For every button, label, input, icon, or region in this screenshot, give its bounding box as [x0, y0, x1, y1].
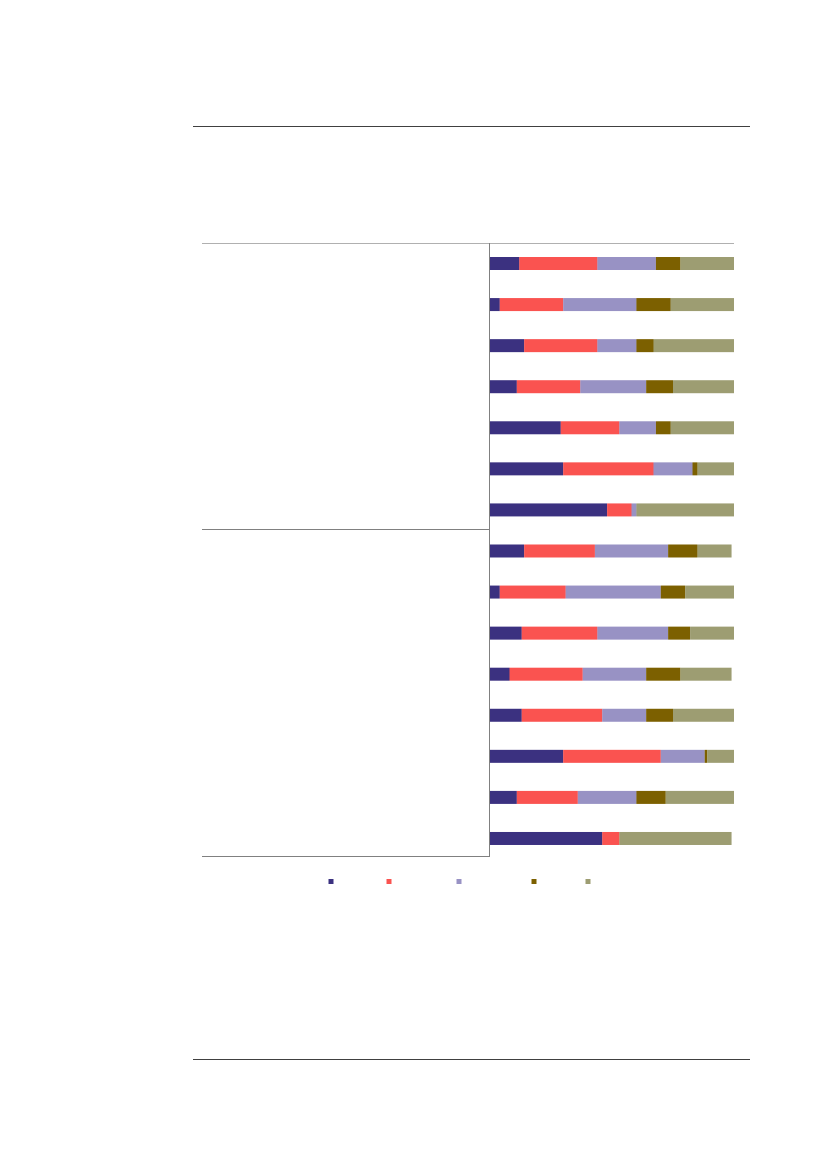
bar-segment [594, 544, 669, 558]
bar-segment [490, 626, 522, 640]
bar-segment [619, 421, 656, 435]
bar-segment [680, 257, 734, 270]
bar-segment [597, 339, 637, 353]
bar-segment [490, 339, 525, 353]
bar-segment [646, 380, 673, 394]
legend-marker [328, 879, 334, 884]
top-rule [193, 126, 750, 127]
bar-segment [665, 790, 734, 804]
bar-segment [490, 380, 517, 394]
bar-segment [653, 462, 693, 476]
bar-segment [563, 298, 637, 312]
bar-segment [655, 421, 671, 435]
bar-segment [521, 626, 598, 640]
bar-segment [521, 708, 603, 722]
legend-marker [585, 879, 591, 884]
bar-segment [673, 708, 734, 722]
bar-segment [602, 708, 647, 722]
bar-segment [631, 503, 637, 517]
bar-segment [577, 790, 637, 804]
bar-segment [655, 257, 681, 270]
legend [328, 879, 591, 884]
bar-segment [607, 503, 632, 517]
bar-segment [668, 626, 691, 640]
bar-segment [668, 544, 698, 558]
bar-segment [490, 257, 520, 270]
bar-segment [580, 380, 647, 394]
legend-marker [386, 879, 392, 884]
legend-marker [531, 879, 537, 884]
bar-segment [680, 667, 732, 681]
bar-segment [516, 790, 578, 804]
bar-segment [582, 667, 647, 681]
bar-segment [490, 585, 500, 599]
bar-segment [692, 462, 698, 476]
bar-segment [673, 380, 734, 394]
bar-segment [516, 380, 581, 394]
bar-segment [519, 257, 598, 270]
bar-segment [597, 257, 656, 270]
bar-segment [499, 298, 564, 312]
bar-segment [660, 749, 705, 763]
bar-segment [707, 749, 734, 763]
bar-segment [490, 749, 564, 763]
bar-segment [563, 749, 661, 763]
bar-segment [490, 544, 525, 558]
bar-segment [646, 708, 673, 722]
bar-segment [490, 298, 500, 312]
bar-segment [490, 790, 517, 804]
bar-segment [636, 790, 666, 804]
legend-marker [456, 879, 462, 884]
bar-segment [653, 339, 734, 353]
bar-segment [490, 708, 522, 722]
bar-segment [597, 626, 669, 640]
bar-segment [490, 503, 608, 517]
bar-segment [636, 503, 734, 517]
bar-segment [670, 421, 734, 435]
bars-layer [490, 257, 734, 845]
bar-segment [563, 462, 654, 476]
bar-segment [602, 831, 620, 845]
bar-segment [646, 667, 681, 681]
bar-segment [697, 544, 732, 558]
bar-segment [490, 667, 510, 681]
bar-segment [660, 585, 686, 599]
bar-segment [670, 298, 734, 312]
bar-segment [685, 585, 734, 599]
bar-segment [619, 831, 732, 845]
bar-segment [490, 831, 603, 845]
bar-segment [524, 544, 595, 558]
bar-segment [509, 667, 583, 681]
bar-segment [704, 749, 708, 763]
bar-segment [490, 462, 564, 476]
bottom-rule [193, 1059, 750, 1060]
bar-segment [565, 585, 661, 599]
bar-segment [636, 339, 654, 353]
bar-segment [524, 339, 598, 353]
bar-segment [499, 585, 566, 599]
bar-segment [490, 421, 561, 435]
bar-segment [636, 298, 671, 312]
bar-segment [560, 421, 620, 435]
bar-segment [690, 626, 734, 640]
bar-segment [697, 462, 734, 476]
